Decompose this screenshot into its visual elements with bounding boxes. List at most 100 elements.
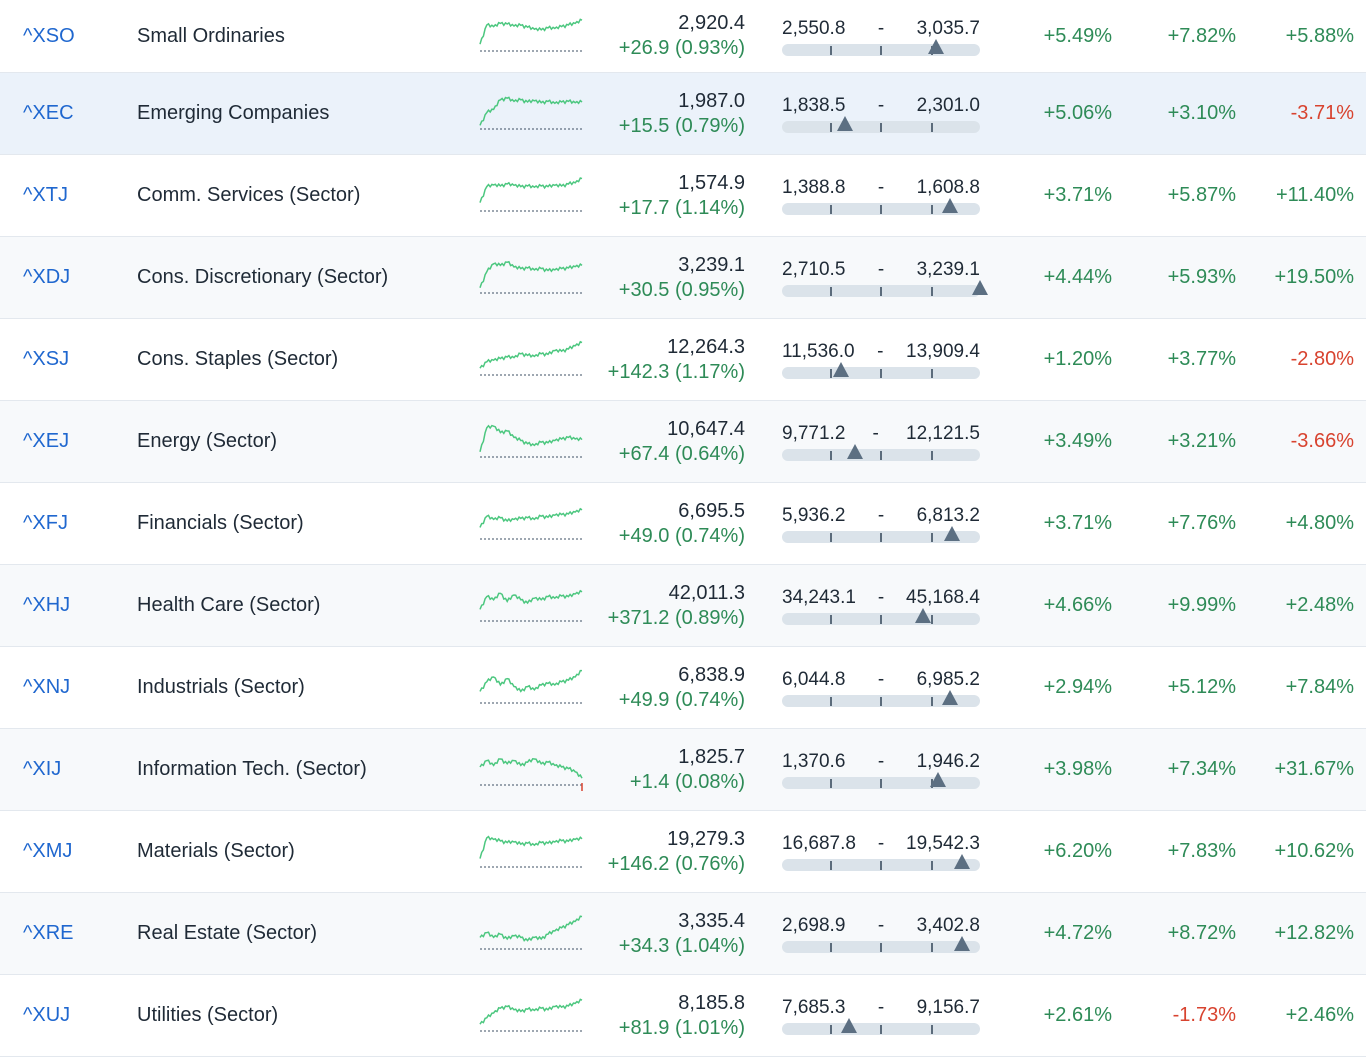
- range-marker-icon: [928, 38, 945, 54]
- change-pct-1: +2.61%: [1043, 1004, 1112, 1026]
- range-marker-icon: [942, 690, 959, 705]
- table-row[interactable]: ^XUJ Utilities (Sector) 8,185.8 +81.9 (1…: [0, 975, 1366, 1057]
- change-pct-2: +7.82%: [1167, 24, 1236, 47]
- change-pct-3: +4.80%: [1285, 512, 1354, 534]
- range-tick: [880, 943, 882, 952]
- index-name: Information Tech. (Sector): [137, 758, 367, 780]
- index-code-link[interactable]: ^XHJ: [23, 594, 71, 616]
- price-change: +371.2 (0.89%): [607, 606, 745, 629]
- range-marker-icon: [972, 280, 988, 295]
- day-range: 9,771.2 - 12,121.5: [782, 401, 980, 482]
- change-pct-3: +5.88%: [1285, 24, 1354, 47]
- change-pct-2: +7.34%: [1167, 758, 1236, 780]
- range-marker-icon: [833, 362, 850, 377]
- last-price: 1,987.0: [678, 89, 745, 112]
- index-name: Cons. Staples (Sector): [137, 348, 339, 370]
- index-code-link[interactable]: ^XSO: [23, 24, 75, 47]
- change-pct-3: +7.84%: [1285, 676, 1354, 698]
- sparkline-svg: [479, 914, 584, 949]
- day-range: 1,388.8 - 1,608.8: [782, 155, 980, 236]
- sparkline-svg: [479, 260, 584, 293]
- change-pct-3: +19.50%: [1274, 266, 1354, 288]
- day-range: 2,710.5 - 3,239.1: [782, 237, 988, 318]
- index-code-link[interactable]: ^XNJ: [23, 676, 71, 698]
- range-low: 9,771.2: [782, 423, 846, 444]
- last-price: 19,279.3: [667, 827, 745, 850]
- range-separator: -: [877, 341, 884, 362]
- range-bar: [782, 772, 980, 789]
- range-tick: [930, 369, 933, 378]
- price-cell: 1,987.0 +15.5 (0.79%): [590, 73, 745, 154]
- table-row[interactable]: ^XMJ Materials (Sector) 19,279.3 +146.2 …: [0, 811, 1366, 893]
- table-row[interactable]: ^XEJ Energy (Sector) 10,647.4 +67.4 (0.6…: [0, 401, 1366, 483]
- change-pct-1: +4.72%: [1043, 922, 1112, 944]
- sparkline-svg: [479, 424, 584, 457]
- range-tick: [880, 451, 882, 460]
- range-separator: -: [877, 259, 885, 280]
- price-cell: 19,279.3 +146.2 (0.76%): [590, 811, 745, 892]
- range-high: 12,121.5: [906, 423, 980, 444]
- sparkline-svg: [479, 997, 584, 1031]
- table-row[interactable]: ^XEC Emerging Companies 1,987.0 +15.5 (0…: [0, 73, 1366, 155]
- sparkline-svg: [479, 18, 584, 52]
- range-separator: -: [877, 95, 885, 116]
- sparkline-svg: [479, 835, 584, 867]
- table-row[interactable]: ^XIJ Information Tech. (Sector) 1,825.7 …: [0, 729, 1366, 811]
- range-marker-icon: [837, 116, 854, 131]
- last-price: 2,920.4: [678, 12, 745, 34]
- price-change: +15.5 (0.79%): [618, 114, 745, 137]
- index-code-link[interactable]: ^XEJ: [23, 430, 70, 452]
- index-code-link[interactable]: ^XDJ: [23, 266, 71, 288]
- sparkline-path: [479, 18, 583, 45]
- table-row[interactable]: ^XFJ Financials (Sector) 6,695.5 +49.0 (…: [0, 483, 1366, 565]
- change-pct-2: +9.99%: [1167, 594, 1236, 616]
- sparkline-svg: [479, 757, 584, 791]
- day-range: 1,838.5 - 2,301.0: [782, 73, 980, 154]
- range-tick: [930, 861, 933, 870]
- index-code-link[interactable]: ^XEC: [23, 102, 74, 124]
- range-bar: [782, 280, 988, 297]
- sparkline-svg: [479, 176, 584, 211]
- table-row[interactable]: ^XSO Small Ordinaries 2,920.4 +26.9 (0.9…: [0, 0, 1366, 73]
- table-row[interactable]: ^XDJ Cons. Discretionary (Sector) 3,239.…: [0, 237, 1366, 319]
- range-low: 11,536.0: [782, 341, 855, 362]
- price-cell: 6,838.9 +49.9 (0.74%): [590, 647, 745, 728]
- day-range: 16,687.8 - 19,542.3: [782, 811, 980, 892]
- range-high: 19,542.3: [906, 833, 980, 854]
- index-code-link[interactable]: ^XRE: [23, 922, 74, 944]
- day-range: 7,685.3 - 9,156.7: [782, 975, 980, 1056]
- range-tick: [880, 697, 882, 706]
- index-name: Utilities (Sector): [137, 1004, 279, 1026]
- range-marker-icon: [914, 608, 931, 623]
- index-code-link[interactable]: ^XIJ: [23, 758, 62, 780]
- range-bar: [782, 362, 980, 379]
- table-row[interactable]: ^XTJ Comm. Services (Sector) 1,574.9 +17…: [0, 155, 1366, 237]
- range-separator: -: [872, 423, 879, 444]
- index-code-link[interactable]: ^XMJ: [23, 840, 73, 862]
- index-code-link[interactable]: ^XFJ: [23, 512, 68, 534]
- index-code-link[interactable]: ^XSJ: [23, 348, 70, 370]
- price-cell: 6,695.5 +49.0 (0.74%): [590, 483, 745, 564]
- range-high: 1,946.2: [916, 751, 980, 772]
- range-high: 9,156.7: [916, 997, 980, 1018]
- day-range: 5,936.2 - 6,813.2: [782, 483, 980, 564]
- index-code-link[interactable]: ^XTJ: [23, 184, 68, 206]
- sparkline-chart: [478, 483, 590, 564]
- index-name: Energy (Sector): [137, 430, 278, 452]
- table-row[interactable]: ^XSJ Cons. Staples (Sector) 12,264.3 +14…: [0, 319, 1366, 401]
- change-pct-2: +3.77%: [1167, 348, 1236, 370]
- table-row[interactable]: ^XHJ Health Care (Sector) 42,011.3 +371.…: [0, 565, 1366, 647]
- sparkline-path: [479, 95, 583, 126]
- table-row[interactable]: ^XNJ Industrials (Sector) 6,838.9 +49.9 …: [0, 647, 1366, 729]
- day-range: 11,536.0 - 13,909.4: [782, 319, 980, 400]
- range-tick: [930, 615, 933, 624]
- sparkline-chart: [478, 401, 590, 482]
- sparkline-chart: [478, 811, 590, 892]
- range-tick: [880, 533, 882, 542]
- table-row[interactable]: ^XRE Real Estate (Sector) 3,335.4 +34.3 …: [0, 893, 1366, 975]
- range-separator: -: [877, 751, 885, 772]
- price-change: +146.2 (0.76%): [607, 852, 745, 875]
- index-name: Comm. Services (Sector): [137, 184, 361, 206]
- index-code-link[interactable]: ^XUJ: [23, 1004, 71, 1026]
- index-name: Health Care (Sector): [137, 594, 321, 616]
